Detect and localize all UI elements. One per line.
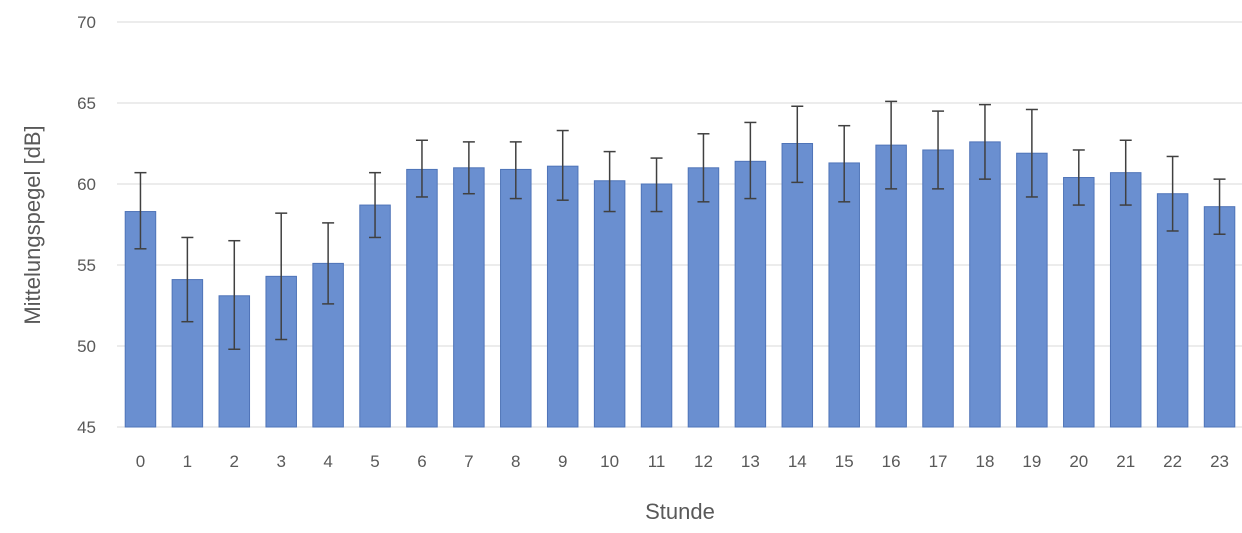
x-tick-label: 14 (788, 452, 807, 471)
y-tick-label: 65 (77, 94, 96, 113)
error-bar (932, 110, 945, 190)
bar (500, 168, 532, 428)
x-tick-label: 1 (183, 452, 192, 471)
x-tick-label: 5 (370, 452, 379, 471)
error-bar (1213, 178, 1226, 235)
x-tick-label: 0 (136, 452, 145, 471)
x-tick-label: 10 (600, 452, 619, 471)
bar (406, 168, 438, 428)
bar (969, 141, 1001, 428)
error-bar (509, 141, 522, 200)
x-tick-label: 15 (835, 452, 854, 471)
bar (593, 180, 626, 428)
error-bar (885, 100, 898, 190)
x-tick-label: 18 (975, 452, 994, 471)
error-bar (181, 236, 194, 323)
y-axis-title: Mittelungspegel [dB] (20, 125, 45, 324)
x-tick-label: 16 (882, 452, 901, 471)
bar (1156, 193, 1189, 428)
bar (1109, 172, 1142, 428)
x-axis-title: Stunde (645, 499, 715, 524)
error-bar (1025, 108, 1038, 198)
y-axis-ticks: 45 50 55 60 65 70 (77, 13, 96, 437)
gridlines (117, 21, 1242, 428)
y-tick-label: 55 (77, 256, 96, 275)
error-bar (415, 139, 428, 198)
error-bar (978, 103, 991, 180)
x-tick-label: 3 (276, 452, 285, 471)
y-tick-label: 45 (77, 418, 96, 437)
x-tick-label: 20 (1069, 452, 1088, 471)
error-bar (322, 222, 335, 305)
bar (828, 162, 860, 428)
bar (1063, 177, 1095, 428)
bar (922, 149, 954, 428)
x-tick-label: 9 (558, 452, 567, 471)
bar (1203, 206, 1236, 428)
error-bar (650, 157, 663, 213)
bar (875, 144, 907, 428)
error-bar (744, 121, 757, 200)
error-bar (369, 171, 382, 239)
error-bar (838, 124, 851, 203)
x-tick-label: 22 (1163, 452, 1182, 471)
error-bar (228, 239, 241, 350)
x-tick-label: 4 (323, 452, 332, 471)
x-tick-label: 7 (464, 452, 473, 471)
error-bar (556, 129, 569, 201)
error-bar (1119, 139, 1132, 206)
error-bar (275, 212, 288, 341)
x-tick-label: 21 (1116, 452, 1135, 471)
bar (359, 204, 391, 428)
x-tick-label: 23 (1210, 452, 1229, 471)
error-bar (603, 150, 616, 213)
bar (453, 167, 485, 428)
x-tick-label: 19 (1022, 452, 1041, 471)
bar (687, 167, 720, 428)
bar (546, 165, 579, 428)
x-axis-ticks: 0 1 2 3 4 5 6 7 8 9 10 11 12 13 14 15 16 17 18 19 20 21 22 23 (136, 452, 1229, 471)
x-tick-label: 13 (741, 452, 760, 471)
error-bar (1166, 155, 1179, 232)
x-tick-label: 12 (694, 452, 713, 471)
bar (1016, 152, 1048, 428)
bars (124, 141, 1236, 428)
x-tick-label: 2 (230, 452, 239, 471)
error-bar (1072, 149, 1085, 206)
y-tick-label: 70 (77, 13, 96, 32)
error-bar (134, 171, 147, 250)
error-bar (791, 105, 804, 184)
x-tick-label: 17 (929, 452, 948, 471)
x-tick-label: 11 (648, 452, 666, 471)
y-tick-label: 50 (77, 337, 96, 356)
x-tick-label: 6 (417, 452, 426, 471)
error-bar (697, 133, 710, 203)
error-bars (134, 100, 1226, 350)
bar (734, 160, 767, 428)
bar (640, 183, 673, 428)
bar (781, 143, 814, 428)
x-tick-label: 8 (511, 452, 520, 471)
error-bar (462, 141, 475, 195)
y-tick-label: 60 (77, 175, 96, 194)
